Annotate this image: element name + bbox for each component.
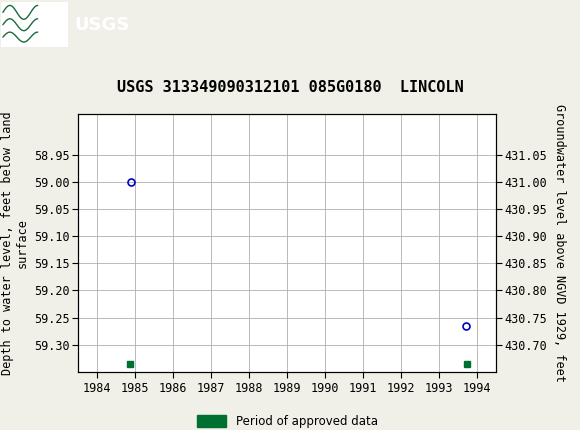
Y-axis label: Depth to water level, feet below land
surface: Depth to water level, feet below land su… [1, 111, 29, 375]
Legend: Period of approved data: Period of approved data [192, 411, 382, 430]
Text: USGS: USGS [74, 16, 129, 34]
Y-axis label: Groundwater level above NGVD 1929, feet: Groundwater level above NGVD 1929, feet [553, 104, 566, 382]
Bar [1, 2, 68, 47]
Text: USGS 313349090312101 085G0180  LINCOLN: USGS 313349090312101 085G0180 LINCOLN [117, 80, 463, 95]
